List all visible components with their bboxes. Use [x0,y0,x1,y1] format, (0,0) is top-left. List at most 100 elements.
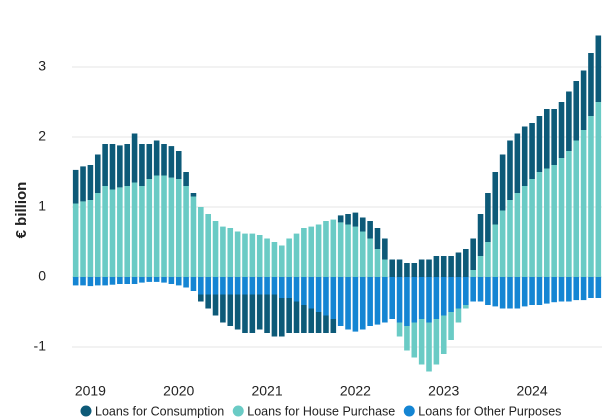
bar-segment [124,277,131,284]
bar-segment [190,196,197,277]
bar-segment [367,238,373,277]
bar-segment [278,245,285,277]
bar-segment [117,277,123,284]
bar-segment [374,228,381,249]
bar-segment [499,210,506,277]
bar-segment [499,277,506,309]
bar-segment [72,203,79,277]
bar-segment [168,177,175,277]
bar-segment [190,277,197,291]
bar-segment [404,277,410,326]
bar-segment [337,215,344,223]
bar-segment [440,277,447,316]
bar-segment [256,235,263,277]
bar-segment [345,214,351,225]
x-tick-label: 2019 [75,383,106,399]
y-tick-label: -1 [34,338,47,354]
bar-segment [507,200,513,277]
bar-segment [242,277,248,295]
bar-segment [249,277,256,295]
bar-segment [183,186,189,277]
bar-segment [558,277,565,302]
bar-segment [146,277,153,282]
bar-segment [227,277,234,295]
bar-segment [271,242,278,277]
bar-segment [139,144,145,186]
bar-segment [278,277,285,298]
bar-segment [256,294,263,330]
bar-segment [153,140,160,176]
bar-segment [271,277,278,295]
bar-segment [256,277,263,295]
bar-segment [529,277,535,305]
legend: Loans for Consumption Loans for House Pur… [80,404,561,418]
bar-segment [588,53,594,116]
bar-segment [426,259,432,277]
bar-segment [161,175,167,277]
bar-segment [455,308,462,323]
bar-segment [588,277,594,298]
bar-segment [146,179,153,277]
bar-segment [80,166,86,202]
bar-segment [175,277,182,286]
bar-segment [301,228,307,277]
bar-segment [161,277,167,283]
bar-segment [595,277,602,298]
bar-segment [411,322,418,358]
bar-segment [183,172,189,186]
bar-segment [72,169,79,204]
bar-segment [543,168,550,277]
bar-segment [220,277,226,295]
bar-segment [463,305,469,309]
bar-segment [382,238,388,260]
bar-segment [131,182,138,277]
bar-segment [595,102,602,277]
bar-segment [477,214,484,256]
legend-marker [80,405,92,417]
bar-segment [463,249,469,277]
bar-segment [367,277,373,326]
bar-segment [411,263,418,277]
bar-segment [94,154,101,193]
bar-segment [227,228,234,277]
x-tick-label: 2020 [163,383,194,399]
bar-segment [396,322,403,337]
bar-segment [264,238,270,277]
bar-segment [308,277,315,309]
bar-segment [80,277,86,286]
bar-segment [448,256,454,277]
bar-segment [418,319,425,365]
bar-segment [359,217,366,232]
bar-segment [536,277,543,305]
bar-segment [220,226,226,277]
bar-segment [448,277,454,312]
bar-segment [367,221,373,239]
bar-segment [580,130,587,277]
bar-segment [389,259,396,277]
bar-segment [264,294,270,333]
bar-segment [205,214,211,277]
y-tick-label: 0 [38,268,46,284]
bar-segment [470,277,476,302]
bar-segment [595,35,602,102]
bar-segment [278,298,285,337]
bar-segment [94,193,101,277]
bar-segment [175,179,182,277]
bar-segment [345,277,351,330]
bar-segment [499,154,506,211]
bar-segment [463,277,469,305]
bar-segment [146,144,153,179]
bar-segment [580,70,587,130]
bar-segment [389,277,396,319]
legend-label: Loans for Consumption [95,404,224,418]
bar-segment [485,242,491,277]
bar-segment [573,277,580,301]
bar-segment [330,277,337,319]
legend-label: Loans for Other Purposes [418,404,561,418]
bar-segment [139,186,145,277]
bar-segment [492,224,499,277]
bar-segment [308,226,315,277]
bar-segment [382,277,388,323]
bar-segment [315,277,322,312]
bar-segment [286,277,292,298]
